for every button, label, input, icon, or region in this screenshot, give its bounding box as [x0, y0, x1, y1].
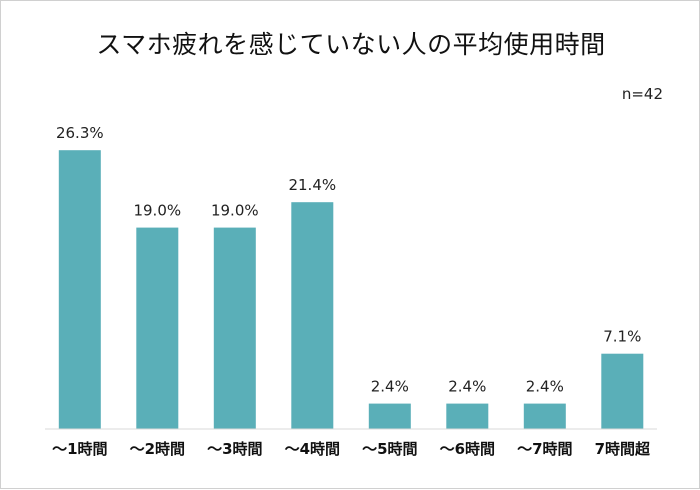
category-label: ～3時間 [207, 440, 262, 458]
value-label: 19.0% [133, 202, 181, 220]
bar [136, 227, 179, 429]
value-label: 21.4% [288, 176, 336, 194]
category-label: ～1時間 [52, 440, 107, 458]
bar [446, 403, 489, 429]
category-label: ～2時間 [130, 440, 185, 458]
value-label: 2.4% [448, 378, 486, 396]
bar [601, 353, 644, 429]
value-label: 19.0% [211, 202, 259, 220]
value-label: 2.4% [526, 378, 564, 396]
bar [523, 403, 566, 429]
value-label: 2.4% [371, 378, 409, 396]
sample-size-note: n=42 [621, 85, 663, 103]
bar [213, 227, 256, 429]
bar [368, 403, 411, 429]
category-label: ～5時間 [362, 440, 417, 458]
bar [58, 150, 101, 429]
category-label: ～7時間 [517, 440, 572, 458]
value-label: 26.3% [56, 124, 104, 142]
chart-title: スマホ疲れを感じていない人の平均使用時間 [96, 30, 606, 59]
bar [291, 202, 334, 429]
value-label: 7.1% [603, 328, 641, 346]
category-label: ～6時間 [440, 440, 495, 458]
category-label: ～4時間 [285, 440, 340, 458]
category-label: 7時間超 [595, 440, 651, 458]
